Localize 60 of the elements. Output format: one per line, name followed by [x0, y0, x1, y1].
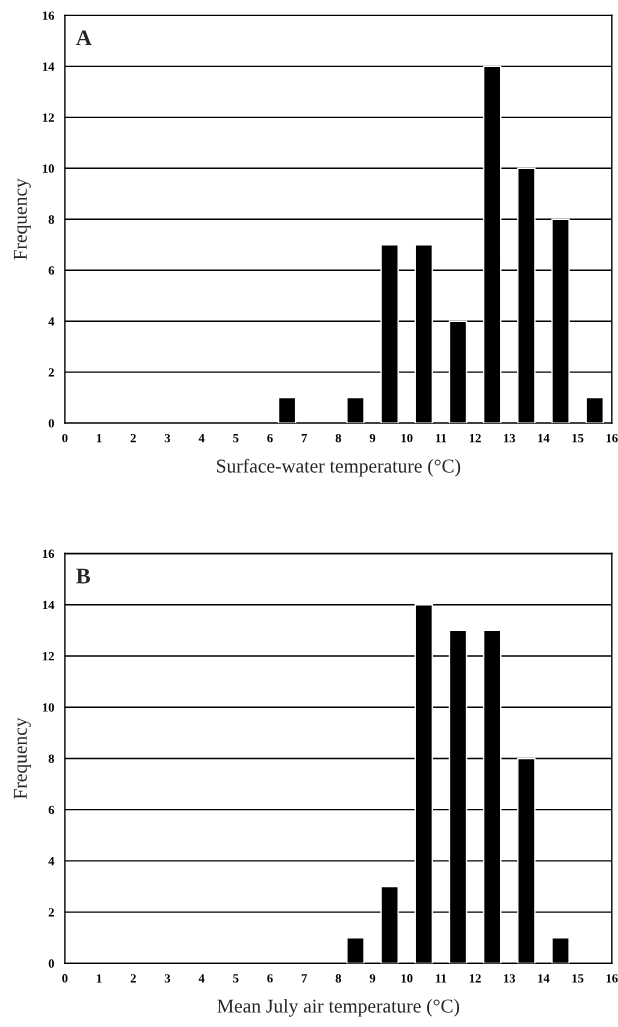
- annotation: B: [76, 568, 91, 584]
- x-tick-label: 3: [164, 974, 171, 983]
- y-tick-label: 12: [42, 652, 54, 661]
- bar: [551, 937, 570, 964]
- x-tick-label: 16: [606, 974, 618, 983]
- x-tick-label: 6: [267, 433, 273, 443]
- x-tick-label: 11: [436, 974, 447, 983]
- x-tick-label: 16: [606, 433, 618, 443]
- y-tick-label: 8: [48, 754, 55, 763]
- x-tick-label: 0: [62, 974, 68, 983]
- y-tick-label: 6: [48, 266, 55, 275]
- y-tick-label: 16: [42, 549, 55, 559]
- x-tick-label: 13: [504, 974, 516, 983]
- y-tick-label: 0: [48, 959, 54, 968]
- y-tick-label: 0: [48, 419, 54, 428]
- x-tick-label: 15: [572, 433, 584, 443]
- y-tick-label: 14: [42, 62, 55, 71]
- x-tick-label: 12: [469, 974, 481, 983]
- y-tick-label: 16: [42, 11, 55, 20]
- x-tick-label: 1: [96, 433, 102, 443]
- y-tick-label: 12: [42, 113, 54, 122]
- x-tick-label: 12: [469, 433, 481, 443]
- y-tick-label: 6: [48, 805, 55, 815]
- x-axis-title: Mean July air temperature (°C): [217, 998, 460, 1017]
- x-tick-label: 7: [301, 434, 307, 443]
- x-tick-label: 10: [401, 433, 413, 443]
- y-tick-label: 14: [42, 600, 55, 610]
- x-tick-label: 10: [401, 974, 413, 983]
- y-tick-label: 4: [48, 317, 55, 326]
- x-tick-label: 4: [198, 433, 205, 443]
- x-tick-label: 9: [369, 433, 376, 443]
- y-tick-label: 2: [48, 908, 54, 917]
- x-axis-title: Surface-water temperature (°C): [217, 458, 461, 477]
- x-tick-label: 8: [335, 433, 342, 443]
- x-tick-label: 2: [130, 974, 136, 983]
- x-tick-label: 6: [267, 974, 273, 983]
- x-tick-label: 14: [538, 974, 550, 983]
- x-tick-label: 1: [96, 974, 102, 983]
- x-tick-label: 15: [572, 974, 584, 983]
- bar: [346, 937, 365, 964]
- x-tick-label: 4: [198, 974, 205, 983]
- y-axis-title: Frequency: [13, 717, 31, 799]
- x-tick-label: 9: [369, 974, 376, 983]
- annotation: A: [76, 30, 92, 46]
- x-tick-label: 8: [335, 974, 342, 983]
- y-axis-title: Frequency: [13, 178, 31, 260]
- y-tick-label: 2: [48, 368, 54, 377]
- x-tick-label: 13: [504, 433, 516, 443]
- x-tick-label: 0: [62, 433, 68, 443]
- x-tick-label: 11: [436, 433, 447, 443]
- y-tick-label: 10: [42, 164, 54, 173]
- x-tick-label: 7: [301, 974, 307, 983]
- x-tick-label: 14: [538, 433, 550, 443]
- y-tick-label: 8: [48, 215, 55, 224]
- x-tick-label: 3: [164, 433, 171, 443]
- x-tick-label: 5: [233, 434, 239, 443]
- y-tick-label: 4: [48, 856, 55, 866]
- x-tick-label: 2: [130, 433, 136, 443]
- y-tick-label: 10: [42, 703, 54, 712]
- x-tick-label: 5: [233, 974, 239, 983]
